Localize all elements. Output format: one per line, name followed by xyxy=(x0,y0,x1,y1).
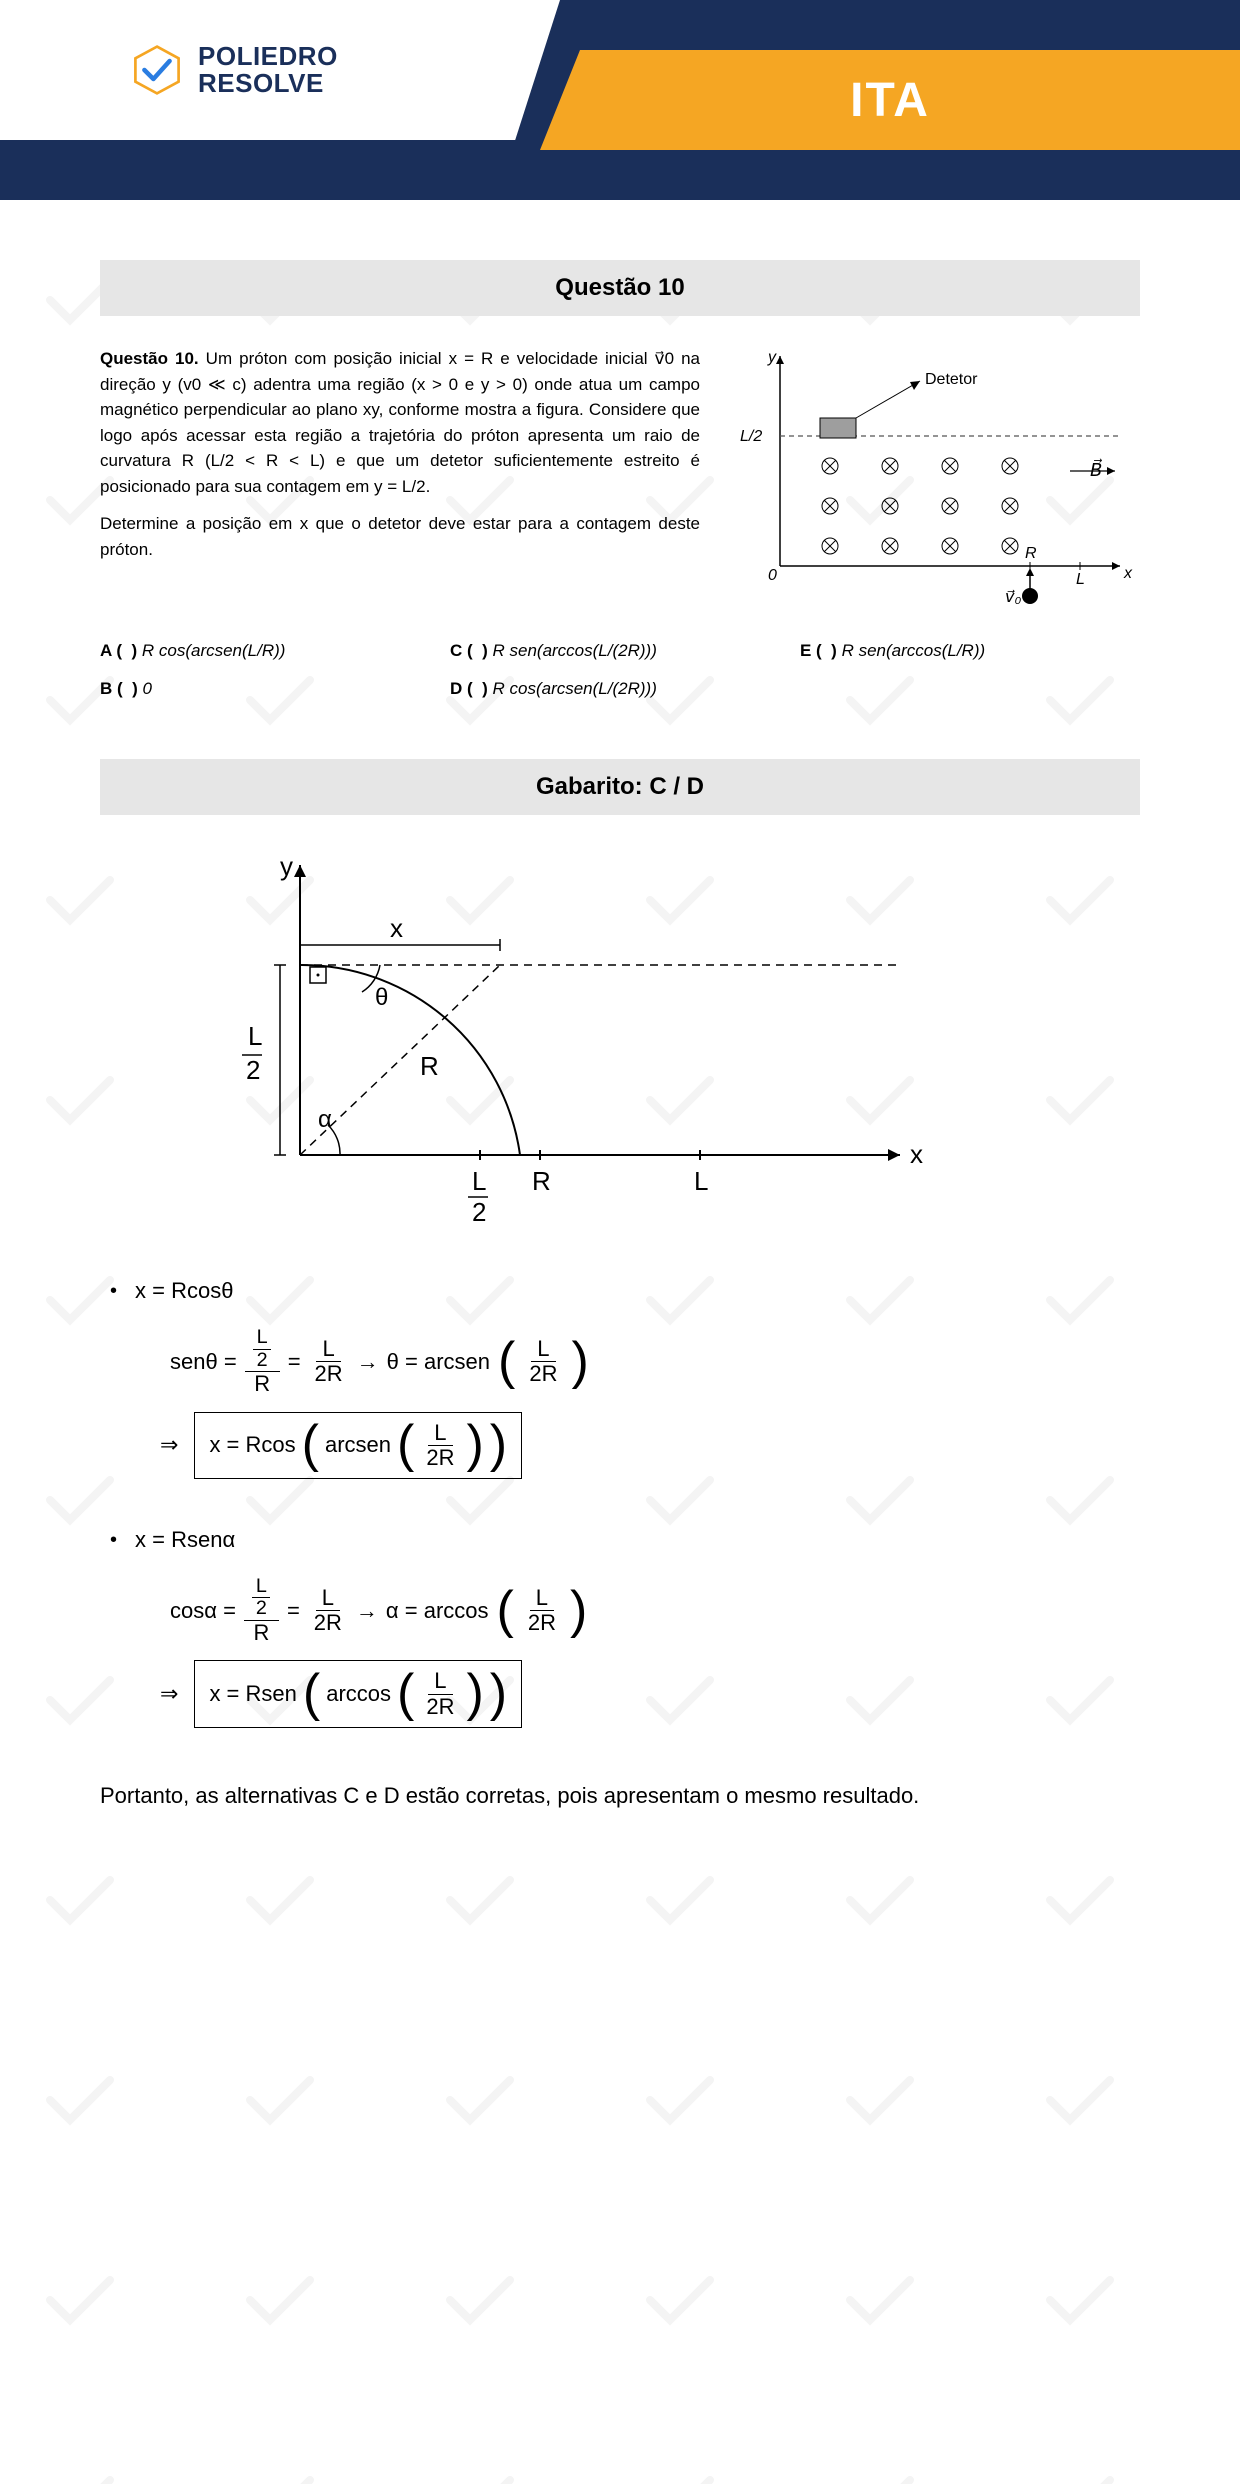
question-figure: y x 0 L/2 Detetor xyxy=(720,346,1140,611)
alt-d: D ( ) R cos(arcsen(L/(2R))) xyxy=(450,679,790,699)
implies-icon: ⇒ xyxy=(160,1424,178,1466)
fig1-origin: 0 xyxy=(768,567,777,584)
step-2-result: ⇒ x = Rsen ( arccos ( L 2R ) ) xyxy=(160,1660,1140,1727)
step-1-derivation: senθ = L2 R = L 2R → θ = arcsen ( L 2R ) xyxy=(170,1327,1140,1397)
bullet-icon: • xyxy=(110,1272,117,1310)
svg-text:θ: θ xyxy=(375,984,388,1011)
svg-text:L: L xyxy=(248,1021,262,1051)
fig2-x-label: x xyxy=(910,1139,923,1169)
header-brand-panel: POLIEDRO RESOLVE xyxy=(0,0,560,140)
fig1-x-label: x xyxy=(1123,565,1133,582)
question-title-bar: Questão 10 xyxy=(100,260,1140,316)
frac-L-over-2R: L 2R xyxy=(309,1337,349,1386)
sen-label: senθ = xyxy=(170,1341,237,1383)
brand-line2: RESOLVE xyxy=(198,70,338,97)
question-row: Questão 10. Um próton com posição inicia… xyxy=(100,346,1140,611)
step-2-eq: x = Rsenα xyxy=(135,1519,235,1561)
svg-text:2: 2 xyxy=(246,1055,260,1085)
fig2-y-label: y xyxy=(280,851,293,881)
solution-figure: y x L 2 x xyxy=(180,845,940,1230)
alpha-eq: α = arccos xyxy=(386,1590,489,1632)
boxed-result-2: x = Rsen ( arccos ( L 2R ) ) xyxy=(194,1660,522,1727)
lparen-icon: ( xyxy=(498,1341,515,1383)
svg-text:R: R xyxy=(1025,545,1037,562)
svg-text:α: α xyxy=(318,1106,332,1133)
rparen-icon: ) xyxy=(571,1341,588,1383)
theta-eq: θ = arcsen xyxy=(387,1341,490,1383)
step-2-derivation: cosα = L2 R = L 2R → α = arccos ( L 2R ) xyxy=(170,1576,1140,1646)
svg-text:L: L xyxy=(694,1166,708,1196)
step-1-result: ⇒ x = Rcos ( arcsen ( L 2R ) ) xyxy=(160,1412,1140,1479)
conclusion-text: Portanto, as alternativas C e D estão co… xyxy=(100,1778,1140,1813)
step-2-header: • x = Rsenα xyxy=(110,1519,1140,1561)
solution-steps: • x = Rcosθ senθ = L2 R = L 2R → θ = arc… xyxy=(110,1270,1140,1728)
brand-line1: POLIEDRO xyxy=(198,43,338,70)
content: Questão 10 Questão 10. Um próton com pos… xyxy=(0,200,1240,1873)
question-para2: Determine a posição em x que o detetor d… xyxy=(100,511,700,562)
alternatives-grid: A ( ) R cos(arcsen(L/R)) C ( ) R sen(arc… xyxy=(100,641,1140,699)
svg-text:v⃗₀: v⃗₀ xyxy=(1005,589,1021,606)
figure2-svg: y x L 2 x xyxy=(180,845,940,1225)
arrow-icon: → xyxy=(357,1341,379,1383)
question-text: Questão 10. Um próton com posição inicia… xyxy=(100,346,700,611)
fig1-y-label: y xyxy=(767,349,777,366)
alt-a: A ( ) R cos(arcsen(L/R)) xyxy=(100,641,440,661)
svg-text:L: L xyxy=(472,1166,486,1196)
alt-e: E ( ) R sen(arccos(L/R)) xyxy=(800,641,1140,661)
svg-text:2: 2 xyxy=(472,1197,486,1225)
figure1-svg: y x 0 L/2 Detetor xyxy=(720,346,1140,606)
fig1-detector: Detetor xyxy=(925,371,978,388)
cos-label: cosα = xyxy=(170,1590,236,1632)
answer-title-bar: Gabarito: C / D xyxy=(100,759,1140,815)
brand-text: POLIEDRO RESOLVE xyxy=(198,43,338,98)
boxed-result-1: x = Rcos ( arcsen ( L 2R ) ) xyxy=(194,1412,522,1479)
logo-hexagon-icon xyxy=(130,43,184,97)
step-1-eq: x = Rcosθ xyxy=(135,1270,233,1312)
header: POLIEDRO RESOLVE ITA xyxy=(0,0,1240,200)
alt-c: C ( ) R sen(arccos(L/(2R))) xyxy=(450,641,790,661)
question-label: Questão 10. xyxy=(100,349,199,368)
header-exam-panel: ITA xyxy=(540,50,1240,150)
svg-text:R: R xyxy=(420,1051,439,1081)
svg-text:L: L xyxy=(1076,571,1085,588)
exam-name: ITA xyxy=(850,73,930,128)
fig2-x-top: x xyxy=(390,913,403,943)
bullet-icon: • xyxy=(110,1521,117,1559)
alt-b: B ( ) 0 xyxy=(100,679,440,699)
fig1-L2: L/2 xyxy=(740,428,762,445)
page: POLIEDRO RESOLVE ITA Questão 10 Questão … xyxy=(0,0,1240,2484)
frac-L2-over-R: L2 R xyxy=(245,1327,280,1397)
svg-text:R: R xyxy=(532,1166,551,1196)
fig1-B: B⃗ xyxy=(1090,459,1102,480)
step-1-header: • x = Rcosθ xyxy=(110,1270,1140,1312)
question-para1: Um próton com posição inicial x = R e ve… xyxy=(100,349,700,496)
